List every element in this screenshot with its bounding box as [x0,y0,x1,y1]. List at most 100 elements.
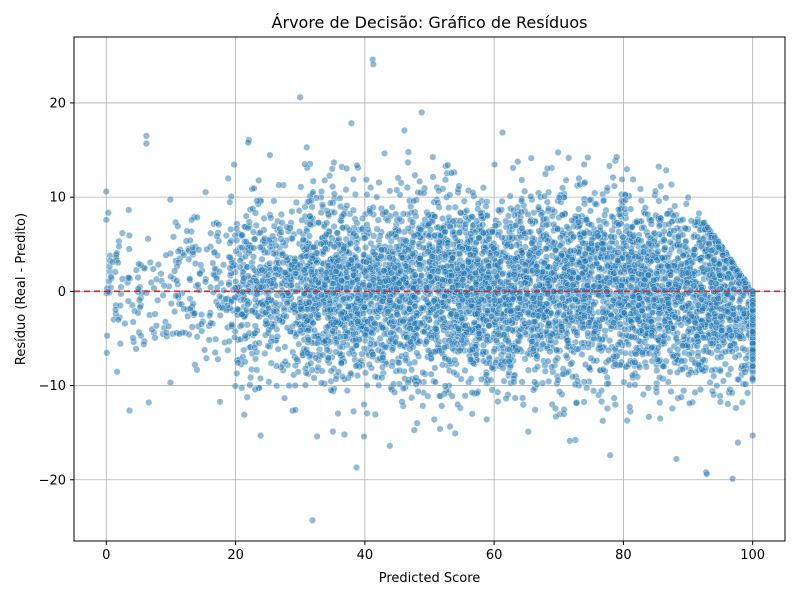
scatter-point [556,234,564,242]
scatter-point [410,426,418,434]
scatter-point [253,327,261,335]
scatter-point [618,175,626,183]
scatter-point [226,253,234,261]
scatter-point [332,295,340,303]
scatter-point [117,283,125,291]
scatter-point [521,187,529,195]
scatter-point [118,275,126,283]
scatter-point [241,332,249,340]
scatter-point [118,229,126,237]
scatter-point [559,184,567,192]
scatter-point [301,381,309,389]
scatter-point [376,232,384,240]
scatter-point [679,216,687,224]
scatter-point [125,206,133,214]
scatter-point [563,223,571,231]
scatter-point [195,246,203,254]
scatter-point [708,387,717,395]
scatter-point [248,307,256,315]
scatter-point [328,165,336,173]
scatter-point [291,362,299,370]
scatter-point [295,227,303,236]
scatter-point [343,268,351,276]
scatter-point [552,413,560,421]
scatter-point [665,280,673,288]
scatter-point [332,375,340,383]
scatter-point [534,203,543,211]
scatter-point [584,154,592,162]
scatter-point [599,417,607,425]
scatter-point [728,389,736,397]
scatter-point [622,242,630,250]
scatter-point [282,312,290,321]
scatter-point [303,143,311,151]
scatter-point [145,398,153,407]
scatter-point [742,355,750,363]
scatter-point [600,197,608,205]
scatter-point [444,304,452,312]
scatter-point [691,388,699,396]
scatter-point [636,185,645,193]
scatter-point [343,387,351,395]
scatter-point [238,384,246,392]
scatter-point [243,393,251,401]
scatter-point [467,375,475,383]
scatter-point [234,359,242,367]
scatter-point [668,404,676,412]
scatter-point [402,237,410,245]
scatter-point [228,321,236,329]
scatter-point [363,409,371,417]
scatter-point [342,186,350,194]
scatter-point [140,340,148,348]
scatter-point [494,397,502,406]
scatter-point [232,277,240,286]
scatter-point [349,175,357,184]
scatter-point [571,295,579,303]
scatter-point [267,359,275,367]
scatter-point [647,317,655,325]
scatter-point [270,222,278,230]
scatter-point [431,378,440,386]
scatter-point [285,382,293,390]
scatter-point [295,340,303,348]
scatter-point [590,300,598,309]
scatter-point [307,359,315,367]
scatter-point [281,357,289,366]
scatter-point [353,372,362,380]
scatter-point [329,428,337,436]
scatter-point [373,193,381,201]
scatter-point [154,296,162,304]
scatter-point [107,273,115,281]
scatter-point [236,256,244,265]
scatter-point [427,370,435,378]
scatter-point [257,432,265,440]
scatter-point [498,197,506,205]
scatter-point [253,366,261,374]
scatter-point [553,346,561,354]
scatter-point [280,394,289,402]
scatter-point [685,399,694,407]
scatter-point [655,197,663,205]
scatter-point [457,375,465,383]
scatter-point [526,217,534,225]
scatter-point [545,377,553,385]
scatter-point [566,437,574,445]
scatter-point [325,262,333,270]
scatter-point [606,451,614,459]
scatter-point [454,400,462,408]
scatter-point [197,311,206,319]
scatter-point [506,192,514,200]
scatter-point [306,212,314,220]
scatter-point [559,311,567,319]
scatter-point [402,356,410,364]
scatter-point [606,337,614,345]
scatter-point [519,394,527,402]
scatter-point [655,163,663,171]
scatter-point [594,232,602,240]
scatter-point [667,245,675,254]
scatter-point [149,265,157,273]
scatter-point [297,183,305,191]
scatter-point [360,400,368,408]
scatter-point [637,196,645,205]
